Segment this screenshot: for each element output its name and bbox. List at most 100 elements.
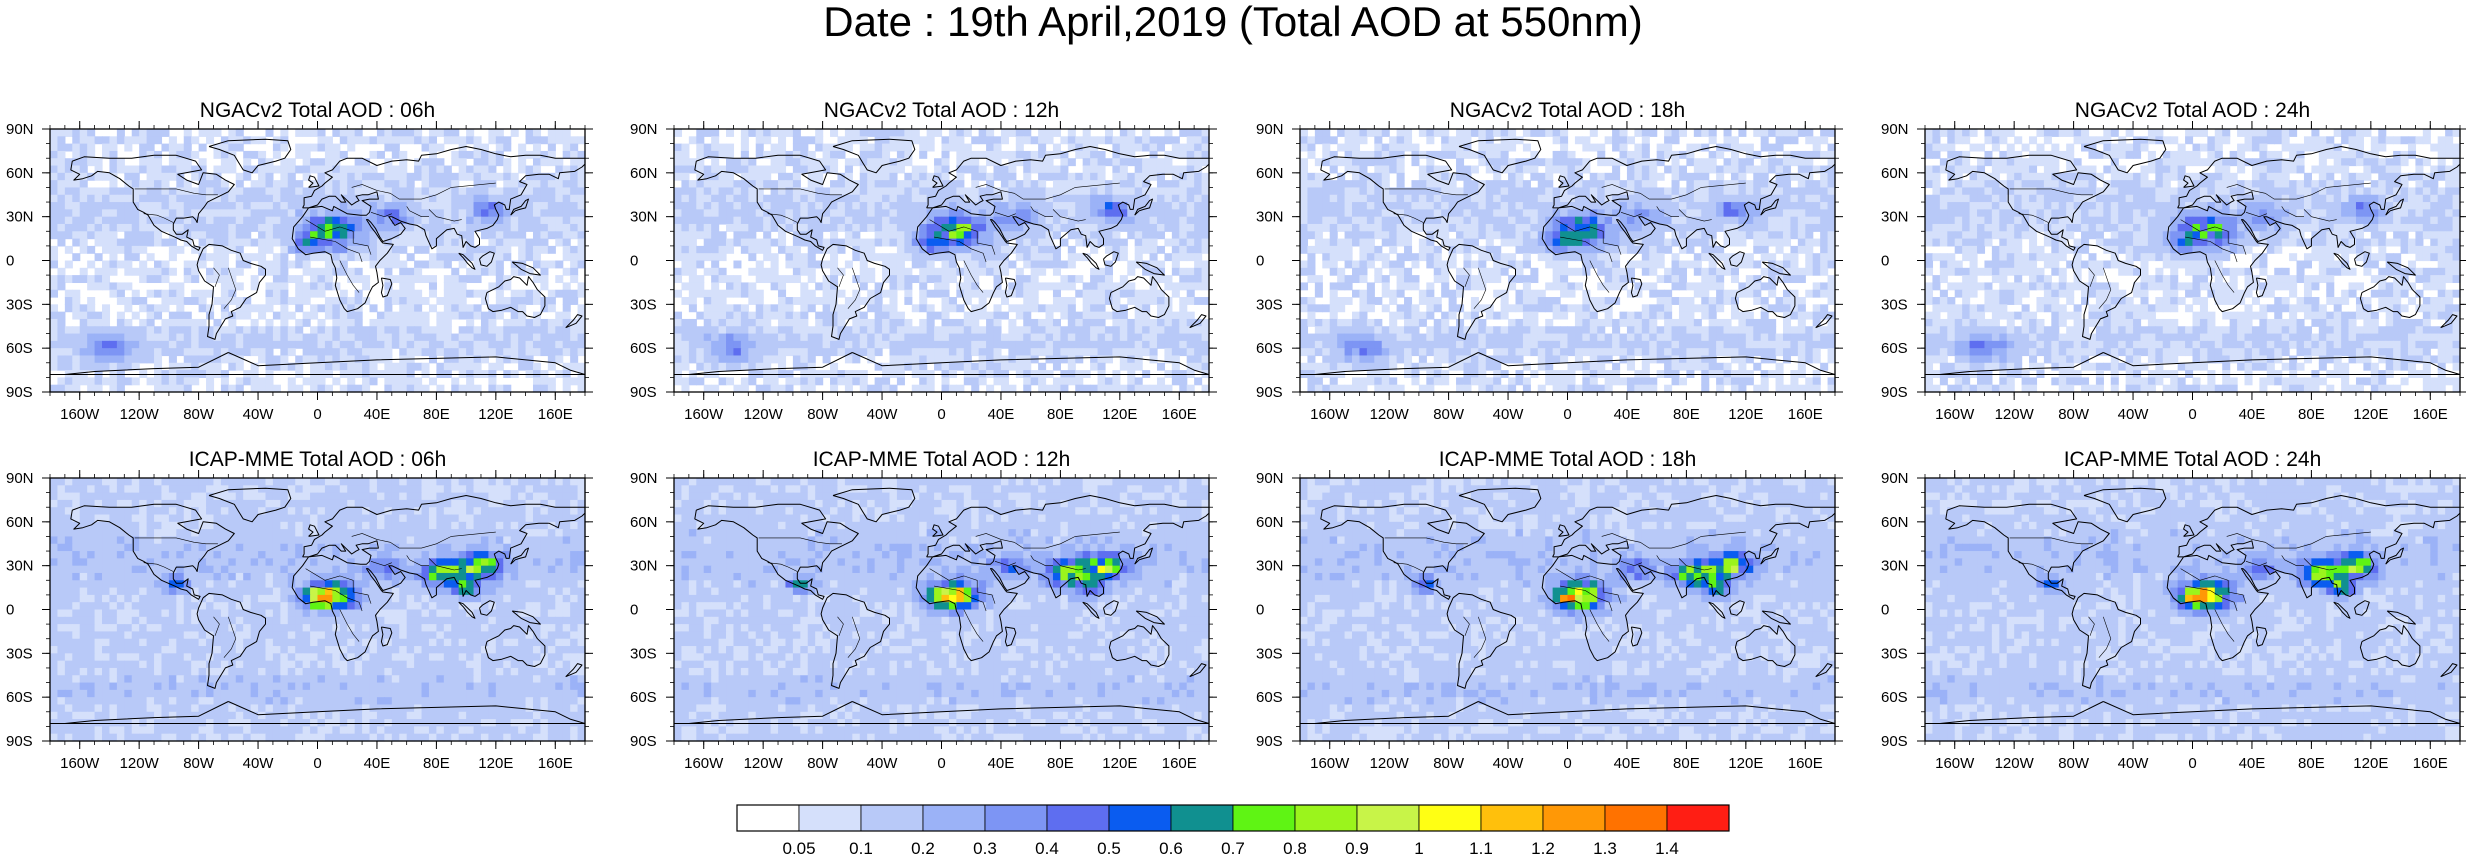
aod-cell <box>1382 144 1390 152</box>
aod-cell <box>50 290 58 298</box>
aod-cell <box>481 312 489 320</box>
aod-cell <box>1597 144 1605 152</box>
aod-cell <box>741 209 749 217</box>
aod-cell <box>399 312 407 320</box>
aod-cell <box>964 319 972 327</box>
aod-cell <box>80 268 88 276</box>
aod-cell <box>704 334 712 342</box>
aod-cell <box>719 253 727 261</box>
aod-cell <box>719 348 727 356</box>
aod-cell <box>436 173 444 181</box>
lat-tick-label: 30S <box>6 296 33 313</box>
aod-cell <box>1523 180 1531 188</box>
aod-cell <box>228 282 236 290</box>
aod-cell <box>674 290 682 298</box>
aod-cell <box>243 239 251 247</box>
aod-cell <box>1120 348 1128 356</box>
aod-cell <box>169 202 177 210</box>
aod-cell <box>704 326 712 334</box>
aod-cell <box>800 209 808 217</box>
aod-cell <box>392 319 400 327</box>
aod-cell <box>1187 334 1195 342</box>
aod-cell <box>362 355 370 363</box>
aod-cell <box>451 173 459 181</box>
lat-tick-label: 60N <box>6 165 34 182</box>
aod-cell <box>1330 166 1338 174</box>
aod-cell <box>295 319 303 327</box>
aod-cell <box>1023 297 1031 305</box>
aod-cell <box>236 348 244 356</box>
aod-cell <box>763 173 771 181</box>
aod-cell <box>407 326 415 334</box>
aod-cell <box>72 290 80 298</box>
aod-cell <box>87 129 95 137</box>
aod-cell <box>919 195 927 203</box>
aod-cell <box>1060 334 1068 342</box>
aod-cell <box>793 239 801 247</box>
aod-cell <box>236 202 244 210</box>
aod-cell <box>823 239 831 247</box>
aod-cell <box>429 304 437 312</box>
aod-cell <box>800 363 808 371</box>
aod-cell <box>964 341 972 349</box>
aod-cell <box>875 217 883 225</box>
aod-cell <box>942 166 950 174</box>
aod-cell <box>481 326 489 334</box>
aod-cell <box>258 355 266 363</box>
aod-cell <box>1038 231 1046 239</box>
aod-cell <box>474 312 482 320</box>
aod-cell <box>1008 319 1016 327</box>
aod-cell <box>823 297 831 305</box>
aod-cell <box>1761 180 1769 188</box>
aod-cell <box>696 341 704 349</box>
aod-cell <box>340 231 348 239</box>
aod-cell <box>1649 180 1657 188</box>
aod-cell <box>689 239 697 247</box>
aod-cell <box>681 158 689 166</box>
aod-cell <box>370 231 378 239</box>
aod-cell <box>303 129 311 137</box>
aod-cell <box>1553 151 1561 159</box>
aod-cell <box>466 209 474 217</box>
aod-cell <box>228 158 236 166</box>
aod-cell <box>169 239 177 247</box>
aod-cell <box>1322 180 1330 188</box>
aod-cell <box>852 187 860 195</box>
aod-cell <box>1016 158 1024 166</box>
aod-cell <box>1142 246 1150 254</box>
aod-cell <box>451 377 459 385</box>
aod-cell <box>57 129 65 137</box>
aod-cell <box>1127 158 1135 166</box>
aod-cell <box>176 334 184 342</box>
aod-cell <box>503 173 511 181</box>
aod-cell <box>117 326 125 334</box>
aod-cell <box>1805 129 1813 137</box>
aod-cell <box>1046 246 1054 254</box>
aod-cell <box>72 136 80 144</box>
aod-cell <box>422 348 430 356</box>
aod-cell <box>1194 202 1202 210</box>
aod-cell <box>1553 129 1561 137</box>
aod-cell <box>533 319 541 327</box>
aod-cell <box>1471 187 1479 195</box>
aod-cell <box>1031 231 1039 239</box>
aod-cell <box>370 377 378 385</box>
aod-cell <box>711 275 719 283</box>
aod-cell <box>912 304 920 312</box>
aod-cell <box>1016 129 1024 137</box>
aod-cell <box>681 326 689 334</box>
aod-cell <box>1098 275 1106 283</box>
aod-cell <box>830 187 838 195</box>
aod-cell <box>934 158 942 166</box>
aod-cell <box>823 312 831 320</box>
aod-cell <box>942 341 950 349</box>
lat-tick-label: 60S <box>6 340 33 357</box>
aod-cell <box>236 224 244 232</box>
aod-cell <box>548 290 556 298</box>
aod-cell <box>860 195 868 203</box>
aod-cell <box>496 275 504 283</box>
aod-cell <box>147 334 155 342</box>
aod-cell <box>87 231 95 239</box>
aod-cell <box>288 246 296 254</box>
aod-cell <box>87 144 95 152</box>
